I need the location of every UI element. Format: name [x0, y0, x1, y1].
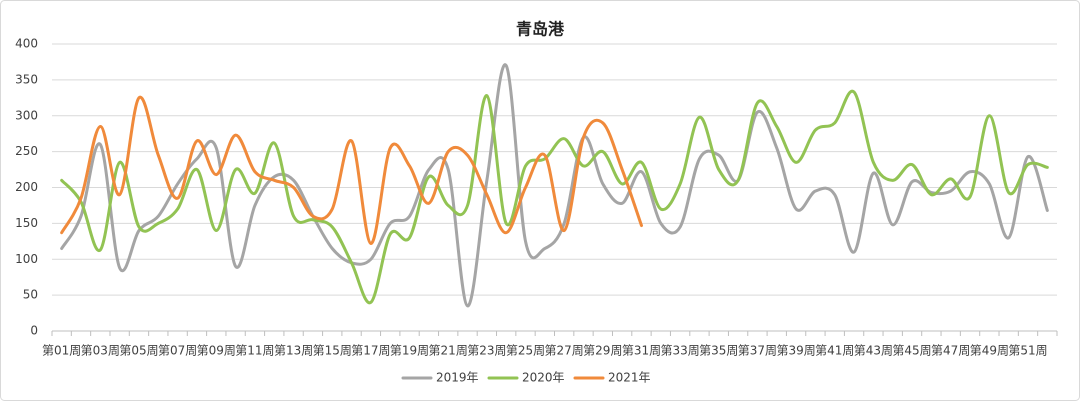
- x-tick-label: 第51周: [1008, 344, 1047, 358]
- x-tick-label: 第27周: [545, 344, 584, 358]
- x-tick-label: 第13周: [274, 344, 313, 358]
- x-tick-label: 第11周: [235, 344, 274, 358]
- legend-label: 2020年: [522, 371, 565, 385]
- x-tick-label: 第33周: [660, 344, 699, 358]
- y-tick-label: 400: [15, 37, 38, 51]
- x-tick-label: 第09周: [197, 344, 236, 358]
- series-line: [60, 95, 643, 245]
- y-tick-label: 0: [30, 324, 38, 338]
- x-tick-label: 第25周: [506, 344, 545, 358]
- legend-label: 2019年: [436, 371, 479, 385]
- x-tick-label: 第37周: [738, 344, 777, 358]
- series-line: [60, 89, 1049, 304]
- x-tick-label: 第29周: [583, 344, 622, 358]
- y-tick-label: 150: [15, 216, 38, 230]
- x-tick-label: 第23周: [467, 344, 506, 358]
- y-tick-label: 50: [23, 288, 38, 302]
- x-tick-label: 第01周: [42, 344, 81, 358]
- y-tick-label: 250: [15, 144, 38, 158]
- y-tick-label: 350: [15, 72, 38, 86]
- y-tick-label: 100: [15, 252, 38, 266]
- x-tick-label: 第49周: [970, 344, 1009, 358]
- x-tick-label: 第43周: [854, 344, 893, 358]
- x-tick-label: 第07周: [158, 344, 197, 358]
- x-tick-label: 第47周: [931, 344, 970, 358]
- legend-label: 2021年: [608, 371, 651, 385]
- x-tick-label: 第31周: [622, 344, 661, 358]
- x-tick-label: 第17周: [351, 344, 390, 358]
- x-tick-label: 第15周: [313, 344, 352, 358]
- x-tick-label: 第21周: [429, 344, 468, 358]
- chart-title: 青岛港: [516, 20, 565, 39]
- x-tick-label: 第41周: [815, 344, 854, 358]
- x-tick-label: 第45周: [892, 344, 931, 358]
- x-tick-label: 第35周: [699, 344, 738, 358]
- x-tick-label: 第05周: [119, 344, 158, 358]
- x-tick-label: 第19周: [390, 344, 429, 358]
- x-tick-label: 第39周: [776, 344, 815, 358]
- x-tick-label: 第03周: [81, 344, 120, 358]
- series-line: [60, 63, 1049, 308]
- y-tick-label: 200: [15, 180, 38, 194]
- y-tick-label: 300: [15, 108, 38, 122]
